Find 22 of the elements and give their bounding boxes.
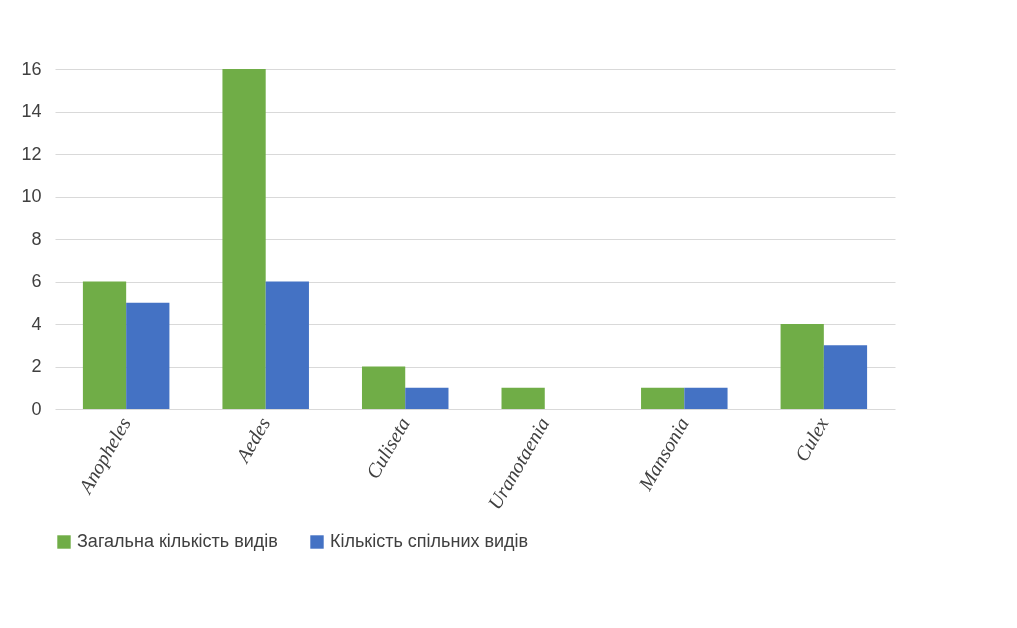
- y-tick-label: 16: [21, 58, 42, 79]
- y-tick-label: 8: [31, 228, 42, 249]
- bar: [501, 387, 545, 409]
- y-tick-label: 14: [21, 101, 42, 121]
- bar: [361, 366, 406, 409]
- y-tick-label: 12: [21, 143, 42, 164]
- bar: [684, 387, 728, 409]
- legend-label: Кількість спільних видів: [330, 531, 529, 551]
- y-tick-label: 4: [31, 313, 42, 334]
- y-tick-label: 6: [31, 271, 42, 291]
- bar: [405, 387, 449, 409]
- y-tick-label: 10: [21, 186, 42, 206]
- y-tick-label: 0: [31, 398, 42, 419]
- bar: [641, 387, 685, 409]
- bar: [265, 281, 309, 409]
- bar: [126, 302, 170, 409]
- legend-label: Загальна кількість видів: [77, 531, 278, 551]
- bar: [780, 324, 824, 409]
- bar: [222, 69, 266, 409]
- bar: [82, 281, 127, 409]
- bar: [823, 345, 868, 409]
- y-tick-label: 2: [31, 356, 42, 376]
